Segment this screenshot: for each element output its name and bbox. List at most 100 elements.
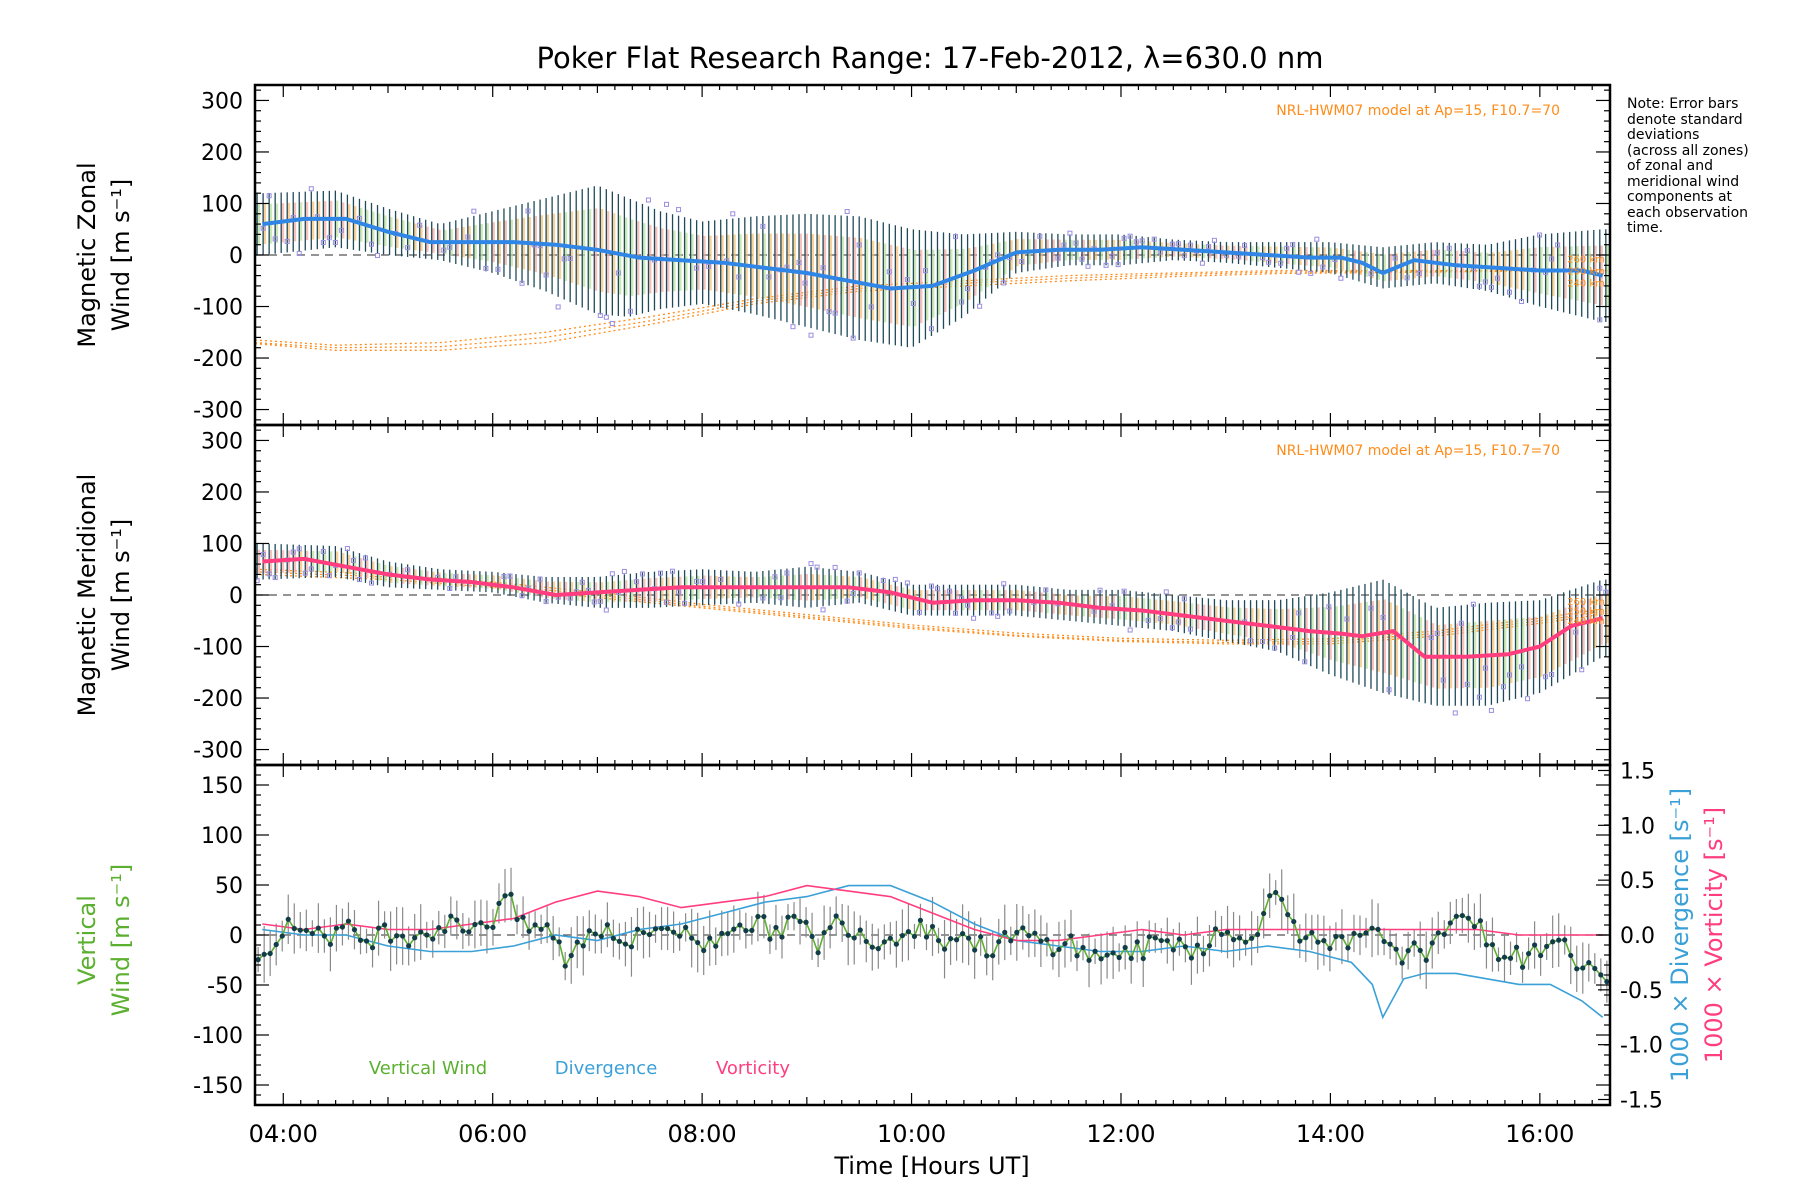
meridional-zone-point: [603, 607, 609, 613]
meridional-zone-point: [760, 595, 766, 601]
zonal-zone-point: [1169, 241, 1175, 247]
vertical-wind-point: [1236, 935, 1243, 941]
meridional-zone-point: [1452, 710, 1458, 716]
vertical-wind-point: [1471, 924, 1477, 930]
meridional-zone-point: [362, 555, 368, 561]
zonal-zone-point: [417, 222, 423, 228]
meridional-zone-point: [344, 546, 350, 552]
zonal-zone-point: [1139, 238, 1145, 244]
vertical-wind-point: [1297, 938, 1303, 944]
zonal-zone-point: [525, 208, 531, 214]
vertical-wind-point: [273, 941, 279, 948]
zonal-zone-point: [1187, 242, 1193, 248]
vertical-wind-point: [1218, 931, 1225, 938]
note-line: Note: Error bars: [1627, 96, 1739, 112]
meridional-zone-point: [308, 566, 314, 572]
meridional-zone-point: [947, 588, 953, 594]
zonal-zone-point: [1338, 275, 1344, 281]
vertical-wind-point: [442, 928, 448, 935]
zonal-zone-point: [965, 286, 971, 292]
vertical-wind-point: [1261, 910, 1267, 917]
meridional-zone-point: [1127, 627, 1133, 633]
vertical-wind-point: [664, 925, 671, 932]
meridional-zone-point: [609, 571, 615, 577]
vertical-wind-point: [1068, 933, 1074, 939]
vertical-wind-point: [1315, 939, 1321, 945]
vertical-wind-point: [1128, 955, 1134, 961]
meridional-zone-point: [1260, 639, 1266, 645]
zonal-zone-point: [1266, 259, 1272, 265]
vertical-wind-point: [1453, 913, 1459, 919]
vertical-wind-point: [430, 936, 436, 942]
vertical-wind-point: [339, 924, 346, 930]
meridional-zone-point: [904, 580, 910, 586]
meridional-zone-point: [1543, 674, 1549, 680]
vertical-wind-point: [604, 922, 610, 928]
vertical-wind-point: [327, 941, 333, 947]
vertical-wind-point: [1429, 940, 1435, 946]
zonal-zone-point: [447, 244, 453, 250]
vertical-wind-point: [1441, 931, 1447, 937]
zonal-zone-point: [1133, 239, 1139, 245]
meridional-zone-point: [621, 568, 627, 574]
meridional-zone-point: [1121, 588, 1127, 594]
zonal-zone-point: [1127, 233, 1133, 239]
zonal-zone-point: [766, 274, 772, 280]
meridional-mean-line: [262, 556, 1604, 659]
vertical-wind-point: [616, 938, 623, 944]
vertical-wind-point: [1291, 918, 1297, 925]
vertical-wind-point: [658, 925, 665, 932]
vertical-wind-point: [279, 933, 285, 939]
vertical-wind-point: [719, 930, 725, 936]
vertical-wind-point: [1002, 929, 1008, 935]
meridional-zone-point: [1380, 614, 1386, 620]
vertical-wind-point: [544, 922, 550, 928]
vertical-wind-point: [472, 921, 478, 928]
zonal-zone-point: [1115, 262, 1121, 268]
meridional-plot-area: [255, 543, 1610, 716]
vertical-wind-point: [670, 929, 677, 935]
vertical-wind-point: [532, 922, 538, 928]
zonal-zone-point: [1121, 235, 1127, 241]
vertical-wind-point: [1435, 930, 1441, 936]
meridional-zone-point: [501, 574, 507, 580]
vertical-wind-point: [1026, 933, 1032, 939]
note-line: of zonal and: [1627, 158, 1713, 174]
vertical-wind-point: [845, 932, 851, 938]
meridional-zone-point: [844, 598, 850, 604]
vertical-wind-point: [737, 922, 743, 928]
zonal-zone-point: [1320, 264, 1326, 270]
zonal-zone-point: [543, 272, 549, 278]
vertical-wind-point: [1188, 955, 1195, 961]
meridional-zone-point: [676, 589, 682, 595]
meridional-zone-point: [633, 579, 639, 585]
meridional-zone-point: [778, 595, 784, 601]
vertical-wind-point: [966, 935, 972, 941]
zonal-zone-point: [1055, 255, 1061, 261]
divergence-axis-label-text: 1000 × Divergence [s⁻¹]: [1666, 788, 1694, 1082]
vertical-wind-point: [809, 933, 815, 939]
vertical-wind-point: [839, 920, 845, 926]
vertical-wind-point: [586, 928, 592, 934]
vertical-wind-point: [1044, 937, 1050, 943]
meridional-zone-point: [1181, 596, 1187, 602]
meridional-zone-point: [326, 573, 332, 579]
vertical-wind-point: [460, 928, 466, 934]
vertical-wind-point: [646, 931, 653, 938]
meridional-zone-point: [694, 578, 700, 584]
meridional-ytick-label: -100: [193, 636, 243, 661]
zonal-zone-point: [483, 265, 489, 271]
vertical-wind-point: [448, 913, 454, 919]
meridional-zone-point: [597, 598, 603, 604]
meridional-zone-point: [664, 599, 670, 605]
vertical-y2tick-label: -0.5: [1620, 979, 1663, 1004]
vertical-wind-point: [953, 937, 960, 943]
vertical-wind-point: [1465, 915, 1471, 921]
zonal-zone-point: [1416, 270, 1422, 276]
meridional-zone-point: [1549, 671, 1555, 677]
zonal-zone-point: [266, 193, 272, 199]
meridional-zone-point: [856, 570, 862, 576]
vertical-ylabel-line: Wind [m s⁻¹]: [107, 864, 135, 1016]
vertical-wind-point: [1194, 942, 1201, 948]
meridional-zone-point: [1326, 604, 1332, 610]
